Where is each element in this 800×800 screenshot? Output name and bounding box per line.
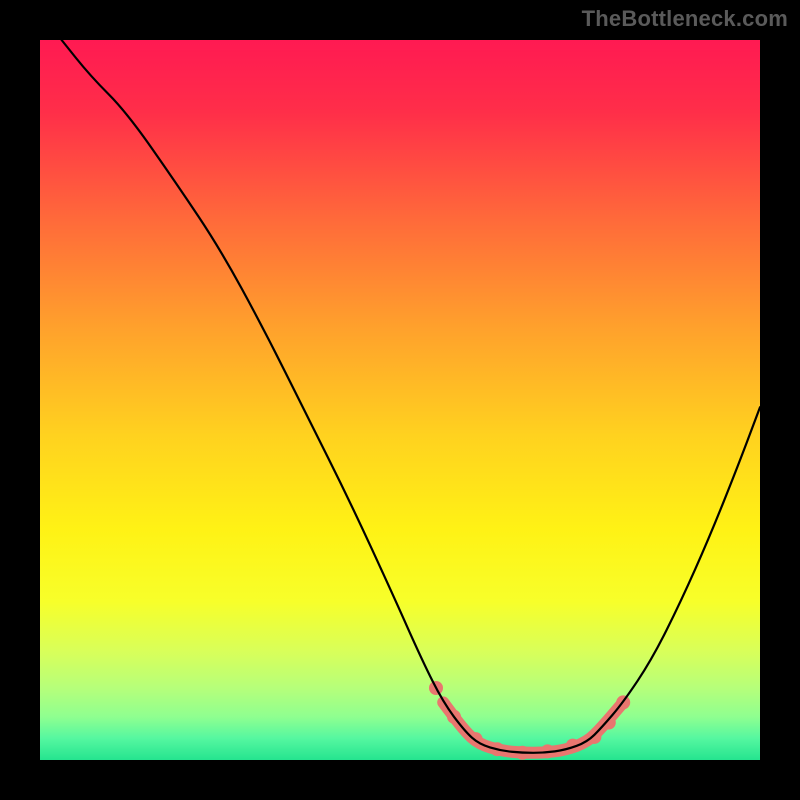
optimal-range-dot bbox=[587, 730, 601, 744]
plot-background bbox=[40, 40, 760, 760]
chart-frame: TheBottleneck.com bbox=[0, 0, 800, 800]
watermark-text: TheBottleneck.com bbox=[582, 6, 788, 32]
bottleneck-curve-chart bbox=[0, 0, 800, 800]
